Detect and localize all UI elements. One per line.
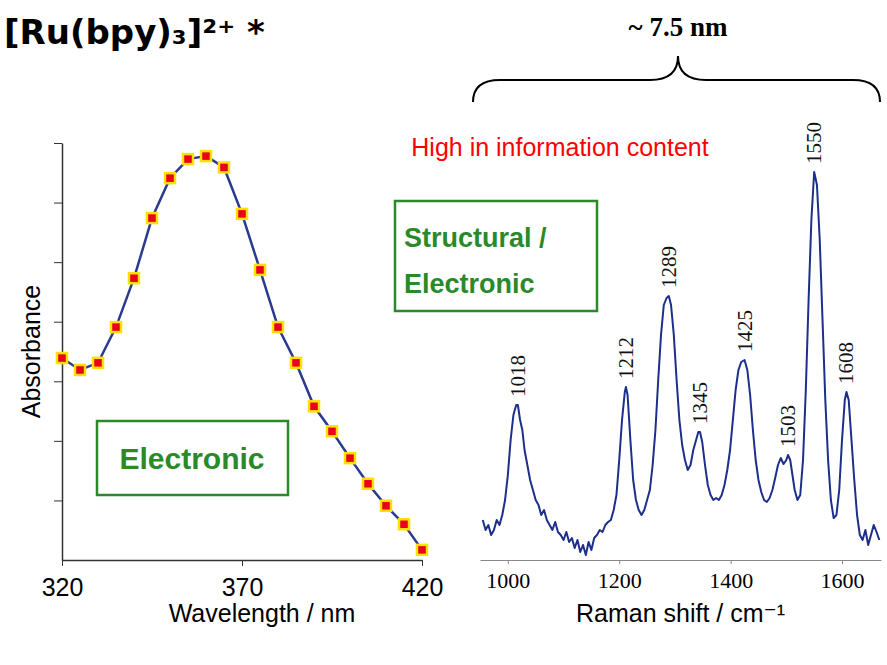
- y-tick: [54, 262, 62, 263]
- annotation: Electronic: [119, 442, 264, 475]
- x-tick-label: 370: [222, 573, 264, 601]
- x-tick: 1400: [709, 560, 753, 593]
- x-tick-mark: [508, 560, 509, 564]
- x-tick: 370: [222, 560, 264, 601]
- y-tick-mark: [54, 322, 62, 323]
- annotation: Electronic: [404, 269, 535, 299]
- y-tick-mark: [54, 441, 62, 442]
- x-tick-mark: [619, 560, 620, 564]
- y-tick: [54, 322, 62, 323]
- y-axis-title: Absorbance: [17, 285, 45, 418]
- x-axis-line: [481, 560, 882, 561]
- y-tick: [54, 500, 62, 501]
- x-tick: 420: [402, 560, 444, 601]
- y-tick-mark: [54, 381, 62, 382]
- y-tick-mark: [54, 203, 62, 204]
- page-title: [Ru(bpy)₃]²⁺ *: [4, 12, 265, 52]
- y-tick: [54, 381, 62, 382]
- annotation-box: [97, 421, 288, 495]
- x-tick-label: 1600: [821, 568, 865, 593]
- data-point: [363, 479, 373, 489]
- plot-area: [57, 151, 427, 555]
- x-tick-mark: [422, 560, 423, 566]
- data-point: [183, 154, 193, 164]
- x-tick: 1600: [821, 560, 865, 593]
- peak-label: 1018: [506, 355, 530, 397]
- x-tick-label: 320: [42, 573, 84, 601]
- data-point: [345, 453, 355, 463]
- y-tick: [54, 441, 62, 442]
- x-axis-title: Wavelength / nm: [169, 599, 356, 627]
- x-tick-mark: [62, 560, 63, 566]
- x-tick: 1000: [486, 560, 530, 593]
- data-point: [57, 353, 67, 363]
- x-tick-label: 1000: [486, 568, 530, 593]
- y-tick: [54, 143, 62, 144]
- absorbance-line: [62, 156, 422, 550]
- peak-label: 1503: [776, 405, 800, 447]
- peak-label: 1550: [802, 122, 826, 164]
- peak-label: 1289: [657, 246, 681, 288]
- y-tick-mark: [54, 143, 62, 144]
- data-point: [327, 426, 337, 436]
- annotation: High in information content: [411, 133, 708, 161]
- x-tick-mark: [842, 560, 843, 564]
- x-axis: 320 370 420: [42, 560, 444, 601]
- y-tick: [54, 203, 62, 204]
- x-axis: 1000 1200 1400 1600: [481, 560, 882, 593]
- data-point: [75, 365, 85, 375]
- annotation: Structural /: [404, 223, 547, 253]
- annotation-box: [395, 201, 597, 311]
- y-tick-mark: [54, 262, 62, 263]
- x-tick-mark: [242, 560, 243, 566]
- peak-label: 1212: [614, 337, 638, 379]
- x-tick-label: 1200: [598, 568, 642, 593]
- data-point: [93, 358, 103, 368]
- data-point: [165, 173, 175, 183]
- peak-label: 1345: [688, 382, 712, 424]
- x-axis-title: Raman shift / cm⁻¹: [576, 599, 785, 627]
- data-point: [273, 322, 283, 332]
- data-point: [219, 162, 229, 172]
- x-tick: 1200: [598, 560, 642, 593]
- peak-label: 1425: [733, 310, 757, 352]
- brace: [473, 56, 880, 102]
- x-tick: 320: [42, 560, 84, 601]
- y-tick-mark: [54, 500, 62, 501]
- data-point: [291, 358, 301, 368]
- data-point: [129, 273, 139, 283]
- data-point: [381, 501, 391, 511]
- data-point: [111, 322, 121, 332]
- peak-label: 1608: [834, 342, 858, 384]
- data-point: [417, 545, 427, 555]
- x-tick-mark: [731, 560, 732, 564]
- x-tick-label: 1400: [709, 568, 753, 593]
- x-tick-label: 420: [402, 573, 444, 601]
- annotation: ~ 7.5 nm: [629, 12, 728, 42]
- data-point: [309, 401, 319, 411]
- data-point: [147, 213, 157, 223]
- data-point: [399, 519, 409, 529]
- data-point: [201, 151, 211, 161]
- data-point: [255, 265, 265, 275]
- page: [Ru(bpy)₃]²⁺ * 320 370 420 Wavelength / nm Ab…: [0, 0, 887, 665]
- data-point: [237, 209, 247, 219]
